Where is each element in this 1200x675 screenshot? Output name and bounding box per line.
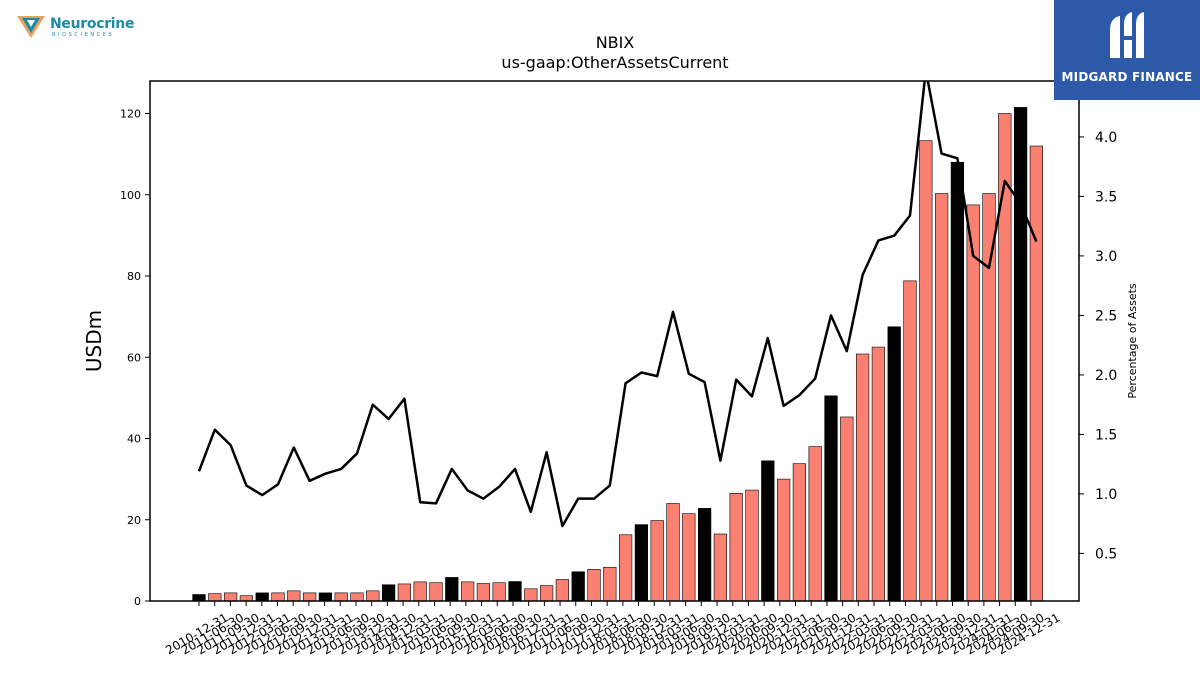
- bar-2024-03-31: [1029, 145, 1044, 601]
- y-tick-label: 120: [120, 108, 141, 121]
- bar-2018-12-31: [697, 508, 712, 601]
- y2-axis: 0.5 1.0 1.5 2.0 2.5 3.0 3.5 4.0: [1079, 130, 1117, 562]
- bar-2015-03-31: [460, 581, 475, 601]
- bar-2020-09-30: [808, 446, 822, 601]
- bar-2023-03-31: [966, 204, 980, 601]
- y-axis-label: USDm: [82, 310, 106, 372]
- bar-2011-06-30: [223, 592, 238, 601]
- y-tick-label: 40: [127, 433, 141, 446]
- y2-axis-label: Percentage of Assets: [1126, 283, 1139, 399]
- bar-2018-03-31: [650, 520, 664, 601]
- bar-2019-03-31: [713, 533, 728, 601]
- bar-2018-09-30: [682, 513, 696, 601]
- bar-2015-12-31: [508, 581, 522, 601]
- bar-2013-09-30: [366, 590, 380, 601]
- y2-tick-label: 0.5: [1095, 546, 1117, 562]
- x-axis: 2010-12-312011-06-302011-09-302011-12-31…: [163, 601, 1063, 657]
- y2-tick-label: 3.0: [1095, 249, 1117, 265]
- bar-2020-12-31: [824, 395, 838, 601]
- bar-2023-09-30: [998, 113, 1012, 601]
- bar-2023-06-30: [982, 193, 996, 601]
- y2-tick-label: 1.5: [1095, 427, 1117, 443]
- logo-triangle-icon: [17, 16, 45, 38]
- bar-2019-09-30: [745, 489, 759, 601]
- y-tick-label: 100: [120, 189, 141, 202]
- bar-2012-06-30: [287, 590, 301, 601]
- bar-2014-09-30: [429, 582, 443, 601]
- midgard-emblem-icon: [1110, 12, 1144, 58]
- bar-2017-09-30: [618, 534, 633, 601]
- chart-title: NBIX: [596, 33, 635, 52]
- y-axis: 0 20 40 60 80 100 120: [120, 108, 150, 608]
- bar-2015-09-30: [492, 582, 506, 601]
- bar-2016-06-30: [539, 585, 554, 601]
- midgard-finance-logo: MIDGARD FINANCE: [1054, 0, 1200, 100]
- bar-2012-09-30: [302, 592, 317, 601]
- bar-2012-12-31: [318, 592, 333, 601]
- bar-2016-03-31: [524, 588, 538, 601]
- bar-2012-03-31: [271, 592, 285, 601]
- bar-2019-06-30: [729, 493, 743, 601]
- bar-2021-12-31: [887, 326, 901, 601]
- bar-2023-12-31: [1013, 107, 1028, 601]
- bar-2022-12-31: [950, 161, 965, 601]
- bar-2021-09-30: [871, 346, 886, 601]
- bar-2013-06-30: [350, 592, 364, 601]
- bar-2021-06-30: [855, 353, 870, 601]
- y-tick-label: 0: [134, 595, 141, 608]
- bar-2022-06-30: [919, 140, 933, 601]
- percentage-line: [197, 81, 1038, 528]
- bar-2013-03-31: [334, 592, 348, 601]
- bar-2020-06-30: [792, 463, 807, 601]
- bar-2011-09-30: [239, 595, 254, 601]
- bar-2014-12-31: [445, 577, 459, 601]
- y2-tick-label: 1.0: [1095, 487, 1117, 503]
- y-tick-label: 20: [127, 514, 141, 527]
- bar-2015-06-30: [476, 583, 491, 601]
- chart-subtitle: us-gaap:OtherAssetsCurrent: [501, 53, 728, 72]
- bar-2016-12-31: [571, 571, 585, 601]
- bar-2017-12-31: [634, 524, 649, 601]
- bar-2014-03-31: [397, 583, 412, 601]
- bar-2021-03-31: [840, 416, 854, 601]
- neurocrine-logo: Neurocrine BIOSCIENCES: [16, 14, 146, 44]
- bar-2016-09-30: [555, 579, 570, 601]
- bar-2017-03-31: [587, 569, 601, 601]
- bar-2013-12-31: [381, 584, 396, 601]
- midgard-brand-text: MIDGARD FINANCE: [1061, 70, 1193, 84]
- bar-2018-06-30: [666, 503, 680, 601]
- logo-subtext: BIOSCIENCES: [52, 32, 115, 38]
- bar-2014-06-30: [413, 581, 427, 601]
- logo-wordmark: Neurocrine: [50, 16, 135, 32]
- bar-2022-09-30: [934, 193, 949, 601]
- y-tick-label: 60: [127, 351, 141, 364]
- y2-tick-label: 4.0: [1095, 130, 1117, 146]
- y2-tick-label: 2.5: [1095, 308, 1117, 324]
- bar-2020-03-31: [776, 478, 791, 601]
- line-series: [197, 81, 1038, 528]
- bar-2011-12-31: [255, 592, 269, 601]
- y-tick-label: 80: [127, 270, 141, 283]
- bar-2010-12-31: [192, 594, 206, 601]
- bar-series: [192, 107, 1044, 601]
- bar-2017-06-30: [603, 566, 617, 601]
- bar-2022-03-31: [903, 280, 917, 601]
- bar-2019-12-31: [761, 460, 775, 601]
- y2-tick-label: 3.5: [1095, 189, 1117, 205]
- y2-tick-label: 2.0: [1095, 368, 1117, 384]
- bar-2011-03-31: [208, 593, 222, 601]
- plot-frame: [149, 80, 1080, 602]
